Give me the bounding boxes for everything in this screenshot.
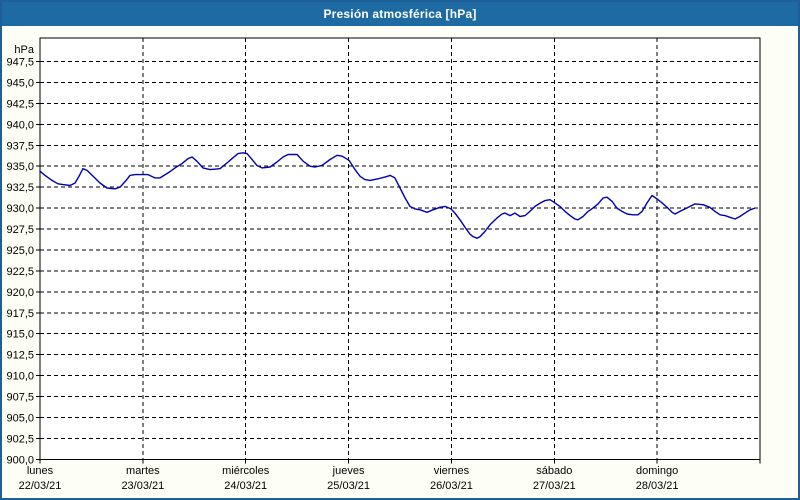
x-axis-date-label: 24/03/21 xyxy=(224,480,267,492)
x-axis-date-label: 22/03/21 xyxy=(19,480,62,492)
svg-text:912,5: 912,5 xyxy=(6,350,34,362)
x-axis-day-label: domingo xyxy=(636,465,678,477)
x-axis-date-label: 23/03/21 xyxy=(121,480,164,492)
window-title: Presión atmosférica [hPa] xyxy=(323,7,477,21)
chart-area: 947,5 945,0 942,5 940,0 937,5 935,0 932,5 930,0… xyxy=(2,26,798,498)
svg-text:925,0: 925,0 xyxy=(6,245,34,257)
pressure-series-line xyxy=(39,152,756,239)
svg-text:942,5: 942,5 xyxy=(6,98,34,110)
svg-text:hPa: hPa xyxy=(14,44,34,56)
x-axis-day-label: viernes xyxy=(434,465,470,477)
svg-text:910,0: 910,0 xyxy=(6,371,34,383)
svg-text:900,0: 900,0 xyxy=(6,454,34,466)
svg-text:937,5: 937,5 xyxy=(6,140,34,152)
x-axis-day-label: lunes xyxy=(27,465,54,477)
x-axis-day-label: jueves xyxy=(332,465,365,477)
svg-text:945,0: 945,0 xyxy=(6,77,34,89)
pressure-line-chart: 947,5 945,0 942,5 940,0 937,5 935,0 932,5 930,0… xyxy=(6,37,761,492)
svg-text:917,5: 917,5 xyxy=(6,308,34,320)
svg-text:935,0: 935,0 xyxy=(6,161,34,173)
svg-text:907,5: 907,5 xyxy=(6,392,34,404)
x-axis-date-label: 26/03/21 xyxy=(430,480,473,492)
x-axis-day-label: sábado xyxy=(536,465,572,477)
svg-text:932,5: 932,5 xyxy=(6,182,34,194)
x-axis-date-label: 25/03/21 xyxy=(327,480,370,492)
x-axis-day-label: miércoles xyxy=(222,465,270,477)
svg-text:930,0: 930,0 xyxy=(6,203,34,215)
svg-text:922,5: 922,5 xyxy=(6,266,34,278)
x-axis-date-label: 28/03/21 xyxy=(636,480,679,492)
svg-text:927,5: 927,5 xyxy=(6,224,34,236)
svg-text:902,5: 902,5 xyxy=(6,433,34,445)
svg-text:947,5: 947,5 xyxy=(6,56,34,68)
x-axis-day-label: martes xyxy=(126,465,160,477)
svg-text:915,0: 915,0 xyxy=(6,329,34,341)
x-axis-date-label: 27/03/21 xyxy=(533,480,576,492)
svg-text:905,0: 905,0 xyxy=(6,413,34,425)
svg-text:940,0: 940,0 xyxy=(6,119,34,131)
svg-text:920,0: 920,0 xyxy=(6,287,34,299)
window-titlebar: Presión atmosférica [hPa] xyxy=(2,2,798,26)
